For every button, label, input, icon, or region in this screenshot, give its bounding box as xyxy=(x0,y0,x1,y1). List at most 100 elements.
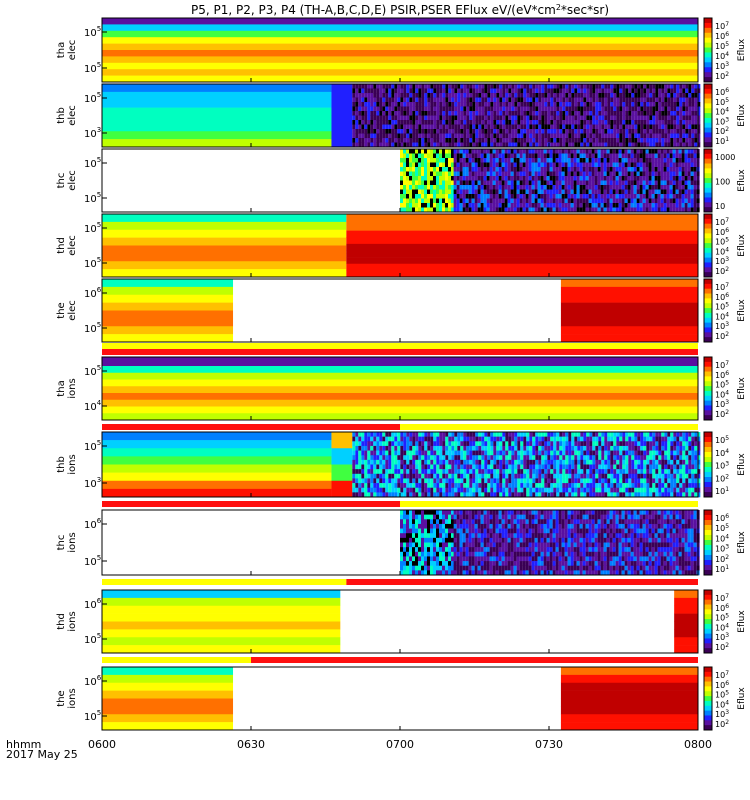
colorbar-swatch xyxy=(704,52,712,58)
spectrogram-pixel xyxy=(559,478,563,484)
spectrogram-pixel xyxy=(615,185,619,190)
spectrogram-pixel xyxy=(457,459,461,465)
spectrogram-pixel xyxy=(370,483,374,489)
spectrogram-pixel xyxy=(534,203,538,208)
spectrogram-pixel xyxy=(574,441,578,447)
spectrogram-pixel xyxy=(678,171,682,177)
spectrogram-pixel xyxy=(640,115,644,121)
spectrogram-pixel xyxy=(682,93,686,98)
spectrogram-pixel xyxy=(664,450,668,456)
spectrogram-pixel xyxy=(544,469,548,475)
spectrogram-pixel xyxy=(424,162,427,168)
spectrogram-pixel xyxy=(430,84,434,89)
spectrogram-pixel xyxy=(373,473,377,479)
spectrogram-pixel xyxy=(352,138,356,143)
spectrogram-pixel xyxy=(382,138,386,143)
spectrogram-pixel xyxy=(522,185,526,190)
spectrogram-pixel xyxy=(619,469,623,475)
spectrogram-pixel xyxy=(649,120,653,125)
spectrogram-pixel xyxy=(523,459,527,465)
spectrogram-pixel xyxy=(681,167,685,172)
spectrogram-pixel xyxy=(643,102,647,107)
spectrogram-pixel xyxy=(669,198,673,204)
spectrogram-pixel xyxy=(589,473,593,479)
spectrogram-pixel xyxy=(645,194,649,199)
spectrogram-pixel xyxy=(529,129,533,134)
spectrogram-pixel xyxy=(688,432,692,437)
spectrogram-pixel xyxy=(520,97,524,103)
spectrogram-pixel xyxy=(561,149,565,154)
spectrogram-pixel xyxy=(592,97,596,103)
spectrogram-pixel xyxy=(376,445,380,451)
spectrogram-pixel xyxy=(454,432,458,437)
spectrogram-pixel xyxy=(580,97,584,103)
spectrogram-pixel xyxy=(583,445,587,451)
spectrogram-pixel xyxy=(667,441,671,447)
spectrogram-pixel xyxy=(577,473,581,479)
spectrogram-pixel xyxy=(388,97,392,103)
spectrogram-pixel xyxy=(588,203,592,208)
spectrogram-pixel xyxy=(556,93,560,98)
spectrogram-pixel xyxy=(544,97,548,103)
spectrogram-pixel xyxy=(535,88,539,94)
spectrogram-pixel xyxy=(606,158,610,163)
spectrogram-pixel xyxy=(582,180,586,186)
spectrogram-pixel xyxy=(603,167,607,172)
spectrogram-pixel xyxy=(568,97,572,103)
colorbar-tick-exponent: 5 xyxy=(725,380,729,387)
spectrogram-pixel xyxy=(607,93,611,98)
spectrogram-pixel xyxy=(588,198,592,204)
spectrogram-pixel xyxy=(421,473,425,479)
spectrogram-pixel xyxy=(430,432,434,437)
spectrogram-pixel xyxy=(637,93,641,98)
spectrogram-pixel xyxy=(477,207,481,213)
spectrogram-pixel xyxy=(541,455,545,461)
spectrogram-pixel xyxy=(424,459,428,465)
spectrogram-pixel xyxy=(667,102,671,107)
spectrogram-pixel xyxy=(496,441,500,447)
spectrogram-pixel xyxy=(666,153,670,159)
spectrogram-pixel xyxy=(466,483,470,489)
spectrogram-pixel xyxy=(694,436,698,442)
spectrogram-pixel xyxy=(661,93,665,98)
spectrogram-pixel xyxy=(352,124,356,130)
spectrogram-pixel xyxy=(607,478,611,484)
spectrogram-pixel xyxy=(681,189,685,195)
spectrogram-block xyxy=(102,99,332,108)
spectrogram-pixel xyxy=(487,441,491,447)
spectrogram-pixel xyxy=(649,432,653,437)
spectrogram-pixel xyxy=(544,102,548,107)
spectrogram-pixel xyxy=(679,464,683,470)
spectrogram-pixel xyxy=(460,455,464,461)
spectrogram-block xyxy=(560,334,698,343)
spectrogram-pixel xyxy=(568,492,572,498)
spectrogram-pixel xyxy=(406,483,410,489)
spectrogram-pixel xyxy=(670,487,674,493)
spectrogram-pixel xyxy=(513,167,517,172)
spectrogram-pixel xyxy=(361,106,365,112)
spectrogram-pixel xyxy=(642,153,646,159)
spectrogram-pixel xyxy=(442,162,445,168)
spectrogram-pixel xyxy=(355,124,359,130)
spectrogram-pixel xyxy=(627,167,631,172)
spectrogram-pixel xyxy=(601,478,605,484)
spectrogram-pixel xyxy=(586,88,590,94)
spectrogram-pixel xyxy=(427,492,431,498)
spectrogram-pixel xyxy=(652,464,656,470)
spectrogram-pixel xyxy=(643,111,647,116)
spectrogram-pixel xyxy=(697,432,701,437)
spectrogram-pixel xyxy=(601,120,605,125)
colorbar-tick-exponent: 6 xyxy=(725,292,729,299)
spectrogram-pixel xyxy=(454,129,458,134)
spectrogram-pixel xyxy=(589,102,593,107)
spectrogram-pixel xyxy=(415,120,419,125)
spectrogram-pixel xyxy=(642,203,646,208)
spectrogram-pixel xyxy=(658,478,662,484)
spectrogram-pixel xyxy=(499,115,503,121)
spectrogram-pixel xyxy=(418,162,421,168)
spectrogram-pixel xyxy=(631,111,635,116)
colorbar-tick-label: 102 xyxy=(715,331,729,341)
colorbar-frame xyxy=(703,83,713,148)
spectrogram-pixel xyxy=(631,142,635,148)
spectrogram-pixel xyxy=(637,84,641,89)
